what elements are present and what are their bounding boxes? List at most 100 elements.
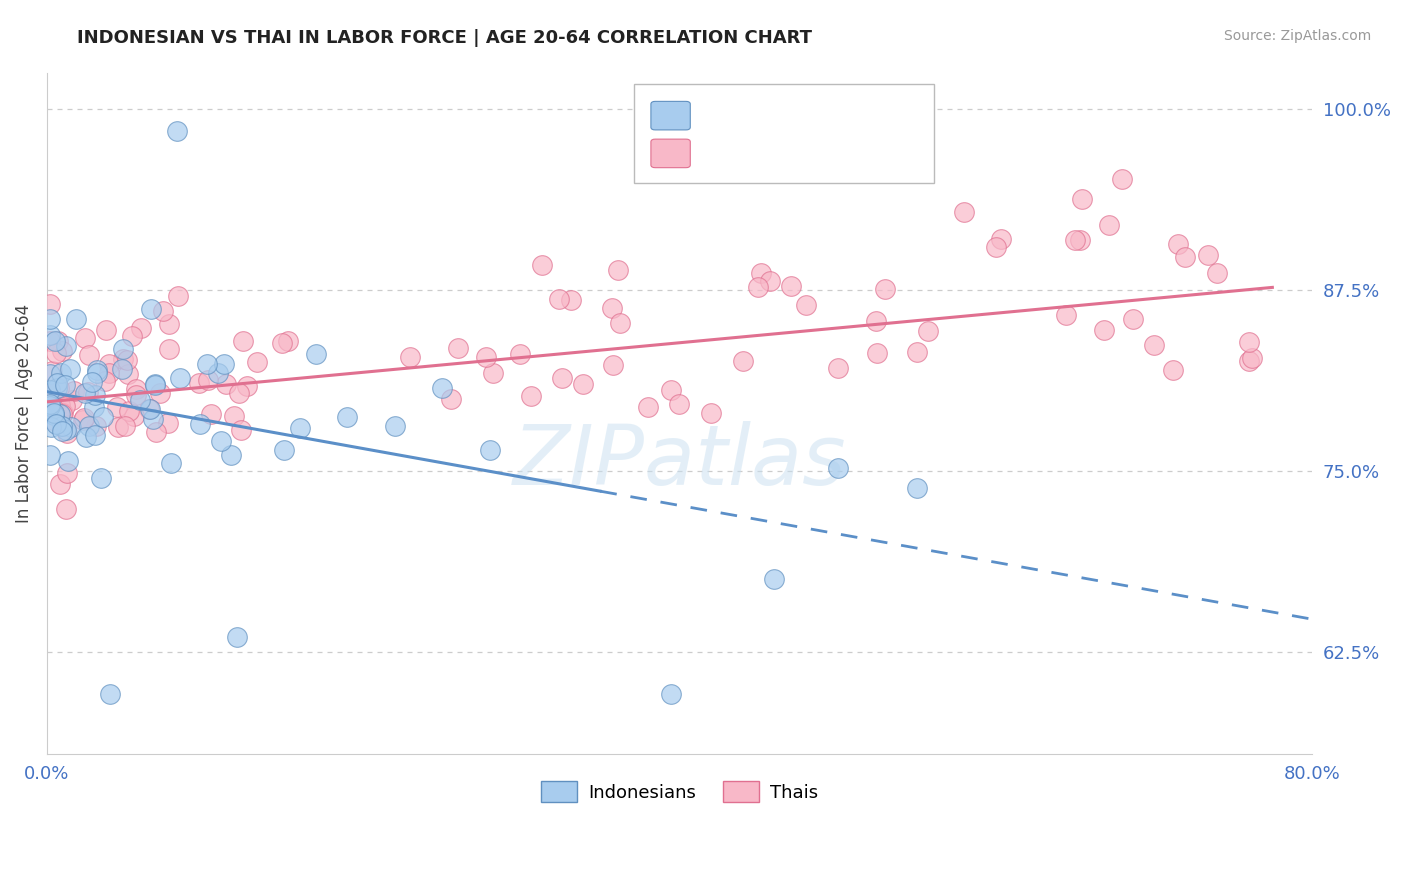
Point xyxy=(219,448,242,462)
Point xyxy=(700,406,723,420)
Point xyxy=(39,399,62,413)
Point xyxy=(42,408,65,422)
Point xyxy=(105,400,128,414)
Point xyxy=(49,407,72,421)
Point xyxy=(953,204,976,219)
Point xyxy=(51,425,73,439)
Point xyxy=(51,366,73,380)
Point xyxy=(55,423,77,437)
Text: R = -0.153   N = 67: R = -0.153 N = 67 xyxy=(696,107,859,125)
Point xyxy=(827,461,849,475)
Point xyxy=(228,386,250,401)
Point xyxy=(138,401,160,416)
Point xyxy=(905,345,928,359)
Point xyxy=(142,412,165,426)
Point xyxy=(236,379,259,393)
Point xyxy=(128,393,150,408)
Point xyxy=(55,502,77,516)
Point xyxy=(1237,353,1260,368)
Point xyxy=(225,630,247,644)
Point xyxy=(42,408,65,422)
Point xyxy=(207,366,229,380)
Point xyxy=(107,419,129,434)
Point xyxy=(1237,335,1260,350)
Point xyxy=(91,409,114,424)
Point xyxy=(166,289,188,303)
Point xyxy=(229,423,252,437)
Point xyxy=(46,334,69,349)
Point xyxy=(59,419,82,434)
Point xyxy=(84,419,107,434)
Point xyxy=(749,266,772,280)
Point xyxy=(212,357,235,371)
Point xyxy=(166,124,188,138)
Point xyxy=(124,409,146,423)
Point xyxy=(905,481,928,495)
Point xyxy=(75,386,97,401)
Text: INDONESIAN VS THAI IN LABOR FORCE | AGE 20-64 CORRELATION CHART: INDONESIAN VS THAI IN LABOR FORCE | AGE … xyxy=(77,29,813,46)
Point xyxy=(1056,309,1078,323)
Point xyxy=(1174,250,1197,264)
Point xyxy=(55,425,77,440)
Point xyxy=(1071,192,1094,206)
Point xyxy=(39,386,62,401)
Point xyxy=(1206,266,1229,280)
Point xyxy=(399,350,422,364)
Point xyxy=(48,381,70,395)
Point xyxy=(794,298,817,312)
Point xyxy=(384,418,406,433)
Point xyxy=(94,374,117,388)
Point xyxy=(984,240,1007,254)
Point xyxy=(98,688,121,702)
Point xyxy=(1092,323,1115,337)
Point xyxy=(63,384,86,398)
Point xyxy=(84,428,107,442)
Point xyxy=(305,347,328,361)
Point xyxy=(41,364,63,378)
Point xyxy=(65,312,87,326)
Point xyxy=(112,342,135,356)
Point xyxy=(432,381,454,395)
Point xyxy=(53,399,76,413)
Point xyxy=(731,354,754,368)
Point xyxy=(600,301,623,315)
Point xyxy=(143,378,166,392)
Text: ZIPatlas: ZIPatlas xyxy=(513,421,846,501)
Point xyxy=(865,345,887,359)
Point xyxy=(637,400,659,414)
Point xyxy=(1240,351,1263,365)
Point xyxy=(39,384,62,398)
Point xyxy=(530,258,553,272)
Point xyxy=(83,400,105,414)
Point xyxy=(758,274,780,288)
Point xyxy=(75,430,97,444)
Point xyxy=(94,323,117,337)
Point xyxy=(112,351,135,366)
Point xyxy=(1122,312,1144,326)
Point xyxy=(149,385,172,400)
Point xyxy=(440,392,463,406)
Point xyxy=(447,341,470,355)
Point xyxy=(1111,171,1133,186)
Point xyxy=(509,347,531,361)
Point xyxy=(39,312,62,326)
Point xyxy=(475,351,498,365)
Point xyxy=(190,417,212,431)
Point xyxy=(73,331,96,345)
Point xyxy=(117,367,139,381)
Point xyxy=(98,366,121,380)
Point xyxy=(59,362,82,376)
Point xyxy=(139,402,162,417)
Point xyxy=(98,357,121,371)
Text: Source: ZipAtlas.com: Source: ZipAtlas.com xyxy=(1223,29,1371,43)
Point xyxy=(51,407,73,421)
Point xyxy=(602,359,624,373)
Point xyxy=(560,293,582,307)
Point xyxy=(215,376,238,391)
Point xyxy=(44,346,66,360)
Point xyxy=(49,398,72,412)
Point xyxy=(990,232,1012,246)
Y-axis label: In Labor Force | Age 20-64: In Labor Force | Age 20-64 xyxy=(15,304,32,523)
Point xyxy=(271,336,294,351)
Point xyxy=(551,371,574,385)
